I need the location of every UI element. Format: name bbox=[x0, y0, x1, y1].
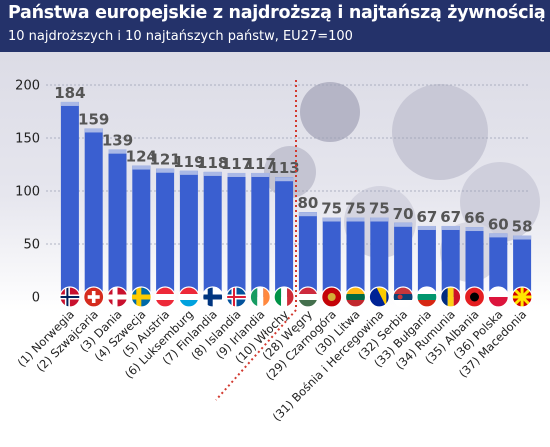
bar bbox=[417, 225, 436, 297]
flag-finland-icon bbox=[202, 286, 224, 308]
bar bbox=[84, 128, 103, 297]
flag-bosnia-icon bbox=[368, 286, 390, 308]
bar bbox=[513, 235, 532, 297]
bar-cap bbox=[227, 172, 246, 177]
bar-cap bbox=[465, 227, 484, 232]
data-label: 75 bbox=[345, 200, 366, 218]
data-label: 67 bbox=[416, 208, 437, 226]
y-tick-label: 50 bbox=[23, 238, 40, 253]
y-tick-label: 100 bbox=[15, 185, 40, 200]
data-label: 159 bbox=[78, 110, 109, 128]
data-label: 118 bbox=[197, 154, 228, 172]
bar bbox=[60, 101, 79, 298]
flag-austria-icon bbox=[154, 286, 176, 308]
bar bbox=[179, 170, 198, 297]
bar-cap bbox=[417, 225, 436, 230]
data-label: 75 bbox=[369, 200, 390, 218]
flag-bulgaria-icon bbox=[416, 286, 438, 308]
bar-cap bbox=[203, 171, 222, 176]
bar bbox=[489, 233, 508, 297]
flag-luxembourg-icon bbox=[178, 286, 200, 308]
data-label: 113 bbox=[268, 159, 299, 177]
data-label: 75 bbox=[321, 200, 342, 218]
bar-cap bbox=[251, 172, 270, 177]
bar bbox=[441, 225, 460, 297]
chart-subtitle: 10 najdroższych i 10 najtańszych państw,… bbox=[8, 29, 353, 44]
bar bbox=[227, 172, 246, 297]
flag-switzerland-icon bbox=[83, 286, 105, 308]
bar-cap bbox=[179, 170, 198, 175]
flag-ireland-icon bbox=[249, 286, 271, 308]
bar-cap bbox=[513, 235, 532, 240]
country-flags bbox=[59, 286, 533, 308]
data-label: 119 bbox=[173, 153, 204, 171]
bar-cap bbox=[156, 168, 175, 173]
flag-norway-icon bbox=[59, 286, 81, 308]
bar bbox=[132, 165, 151, 297]
flag-montenegro-icon bbox=[321, 286, 343, 308]
bar-cap bbox=[108, 149, 127, 154]
divider-line bbox=[215, 80, 297, 401]
bar-cap bbox=[322, 217, 341, 222]
bar bbox=[251, 172, 270, 297]
data-label: 184 bbox=[54, 84, 85, 102]
y-tick-label: 150 bbox=[15, 132, 40, 147]
title-banner: Państwa europejskie z najdroższą i najta… bbox=[0, 0, 550, 52]
bar bbox=[298, 212, 317, 297]
bar bbox=[203, 171, 222, 297]
divider-diagonal bbox=[215, 309, 297, 401]
flag-poland-icon bbox=[487, 286, 509, 308]
bar-cap bbox=[370, 217, 389, 222]
bar bbox=[465, 227, 484, 297]
data-label: 66 bbox=[464, 209, 485, 227]
data-label: 67 bbox=[440, 208, 461, 226]
flag-denmark-icon bbox=[106, 286, 129, 308]
bar bbox=[156, 168, 175, 297]
flag-italy-icon bbox=[273, 286, 295, 308]
bar-cap bbox=[298, 212, 317, 217]
bar bbox=[108, 149, 127, 297]
data-label: 70 bbox=[393, 205, 414, 223]
flag-albania-icon bbox=[463, 286, 486, 308]
bar bbox=[346, 217, 365, 297]
data-label: 124 bbox=[126, 148, 157, 166]
bar bbox=[275, 177, 294, 297]
y-axis: 0 50 100 150 200 bbox=[15, 79, 40, 306]
bar bbox=[370, 217, 389, 297]
bar-cap bbox=[394, 222, 413, 227]
data-label: 117 bbox=[245, 155, 276, 173]
data-label: 139 bbox=[102, 132, 133, 150]
bar-cap bbox=[489, 233, 508, 238]
flag-hungary-icon bbox=[297, 286, 319, 308]
x-axis-labels: (1) Norwegia(2) Szwajcaria(3) Dania(4) S… bbox=[15, 307, 530, 424]
data-label: 60 bbox=[488, 215, 509, 233]
data-label: 121 bbox=[149, 151, 180, 169]
bar-cap bbox=[84, 128, 103, 133]
flag-romania-icon bbox=[440, 286, 462, 308]
bar-cap bbox=[275, 177, 294, 182]
y-tick-label: 0 bbox=[32, 291, 40, 306]
bar-cap bbox=[132, 165, 151, 170]
flag-serbia-icon bbox=[392, 286, 414, 308]
flag-sweden-icon bbox=[130, 286, 152, 308]
bars bbox=[60, 101, 532, 298]
chart-title: Państwa europejskie z najdroższą i najta… bbox=[8, 3, 550, 23]
data-label: 58 bbox=[512, 218, 533, 236]
bar bbox=[394, 222, 413, 297]
flag-lithuania-icon bbox=[344, 286, 367, 308]
bar bbox=[322, 217, 341, 297]
bar-cap bbox=[346, 217, 365, 222]
bar-cap bbox=[60, 101, 79, 106]
data-label: 117 bbox=[221, 155, 252, 173]
flag-iceland-icon bbox=[225, 286, 248, 308]
bar-cap bbox=[441, 225, 460, 230]
y-tick-label: 200 bbox=[15, 79, 40, 94]
data-label: 80 bbox=[297, 194, 318, 212]
